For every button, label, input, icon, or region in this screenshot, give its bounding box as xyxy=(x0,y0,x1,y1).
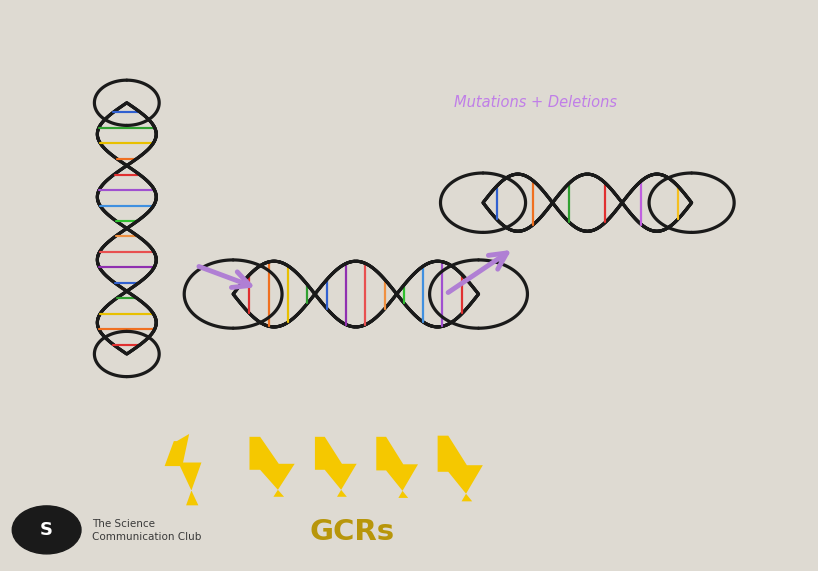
Text: GCRs: GCRs xyxy=(309,518,394,546)
Polygon shape xyxy=(164,434,201,505)
Polygon shape xyxy=(249,437,294,497)
Text: Communication Club: Communication Club xyxy=(92,532,201,542)
Polygon shape xyxy=(315,437,357,497)
Polygon shape xyxy=(376,437,418,498)
Polygon shape xyxy=(438,436,483,501)
Text: S: S xyxy=(40,521,53,539)
Text: The Science: The Science xyxy=(92,518,155,529)
Circle shape xyxy=(12,506,81,554)
Text: Mutations + Deletions: Mutations + Deletions xyxy=(454,95,618,110)
